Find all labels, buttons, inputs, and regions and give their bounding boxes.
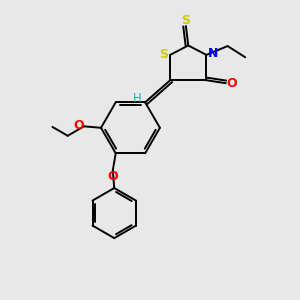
Text: O: O <box>107 170 118 183</box>
Text: S: S <box>159 48 168 62</box>
Text: S: S <box>182 14 190 27</box>
Text: O: O <box>73 119 84 132</box>
Text: O: O <box>226 77 237 90</box>
Text: H: H <box>133 92 141 105</box>
Text: N: N <box>208 47 218 60</box>
